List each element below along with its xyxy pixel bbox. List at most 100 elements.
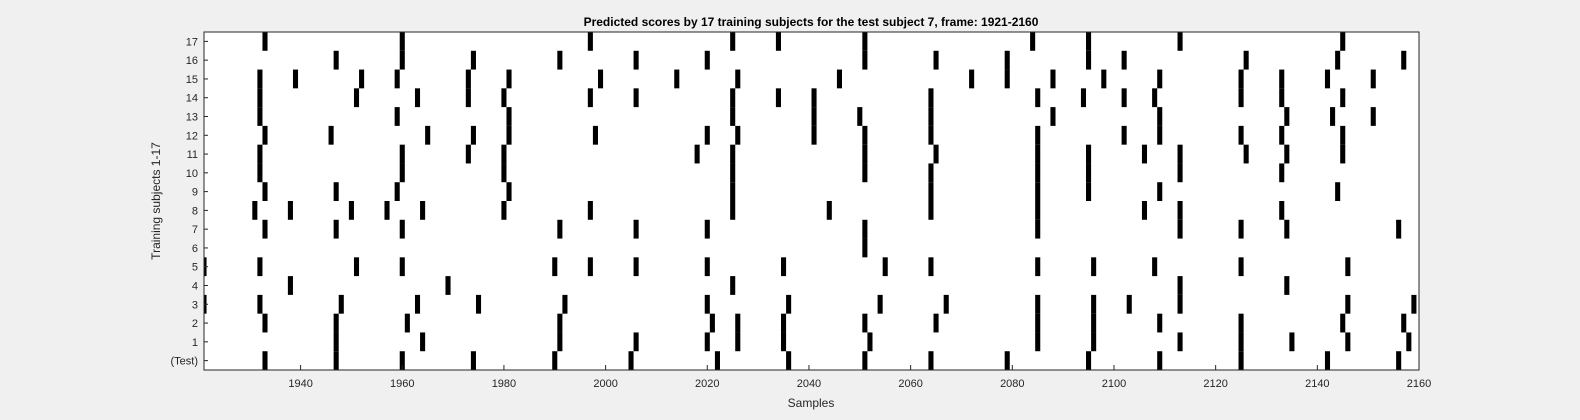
raster-bar-row-5-5 <box>587 257 593 277</box>
raster-bar-row-1-13 <box>1345 332 1351 352</box>
y-tick-label-7: 7 <box>192 224 198 236</box>
raster-bar-row-3-2 <box>338 294 344 314</box>
raster-bar-row-15-15 <box>1238 69 1244 89</box>
raster-bars <box>204 32 1417 370</box>
x-tick-label-2: 1980 <box>492 378 516 390</box>
raster-bar-row-16-3 <box>557 50 563 70</box>
raster-bar-row-2-4 <box>709 313 715 333</box>
y-tick-label-16: 16 <box>186 55 198 67</box>
raster-bar-row-5-7 <box>704 257 710 277</box>
raster-bar-row-16-1 <box>399 50 405 70</box>
x-tick-label-7: 2080 <box>1000 378 1024 390</box>
x-tick-label-9: 2120 <box>1203 378 1227 390</box>
raster-bar-row-5-2 <box>353 257 360 277</box>
raster-bar-row-12-4 <box>506 125 512 145</box>
raster-bar-row-2-7 <box>862 313 868 333</box>
raster-bar-row-11-10 <box>1141 144 1148 164</box>
raster-bar-row-14-7 <box>730 88 736 108</box>
raster-bar-row-16-0 <box>333 50 339 70</box>
raster-bar-row-13-10 <box>1330 107 1336 126</box>
raster-bar-row-6-0 <box>862 238 868 258</box>
raster-bar-row-15-2 <box>359 69 365 89</box>
raster-bar-row-1-3 <box>633 332 639 352</box>
raster-bar-row-3-6 <box>704 294 710 314</box>
raster-bar-row-15-13 <box>1101 69 1107 89</box>
raster-bar-row-11-12 <box>1243 144 1249 164</box>
raster-bar-row-17-7 <box>1086 32 1092 51</box>
y-tick-label-12: 12 <box>186 130 198 142</box>
raster-bar-row-12-16 <box>1340 125 1346 145</box>
raster-bar-row-15-16 <box>1279 69 1285 89</box>
raster-bar-row-7-5 <box>704 219 710 239</box>
raster-bar-row-2-14 <box>1401 313 1407 333</box>
raster-bar-row-8-3 <box>384 201 390 220</box>
raster-bar-row-14-0 <box>257 88 263 108</box>
raster-bar-row-5-15 <box>1345 257 1351 277</box>
raster-bar-row-12-10 <box>928 125 934 145</box>
raster-bar-row-16-9 <box>1086 50 1092 70</box>
raster-bar-row-5-11 <box>1035 257 1041 277</box>
raster-bar-row-12-14 <box>1238 125 1244 145</box>
raster-bar-row-3-9 <box>943 294 949 314</box>
raster-bar-row-11-0 <box>257 144 263 164</box>
raster-bar-row-17-2 <box>587 32 593 51</box>
raster-bar-row-16-11 <box>1243 50 1249 70</box>
raster-bar-row-15-8 <box>735 69 741 89</box>
raster-bar-row-14-11 <box>1035 88 1041 108</box>
raster-bar-row-8-11 <box>1141 201 1148 220</box>
raster-bar-row-1-10 <box>1177 332 1183 352</box>
x-tick-label-3: 2000 <box>593 378 617 390</box>
x-tick-label-4: 2020 <box>695 378 719 390</box>
raster-bar-row-12-8 <box>811 125 817 145</box>
raster-bar-row-16-8 <box>1004 50 1010 70</box>
y-tick-label-1: 1 <box>192 337 198 349</box>
y-tick-label-17: 17 <box>186 36 198 48</box>
raster-bar-row-15-11 <box>1004 69 1010 89</box>
raster-bar-row-10-0 <box>257 163 263 183</box>
raster-bar-row-10-7 <box>1086 163 1092 183</box>
raster-bar-row-15-10 <box>969 69 975 89</box>
raster-bar-row-1-1 <box>420 332 426 352</box>
raster-bar-row-2-1 <box>333 313 339 333</box>
raster-bar-row-8-2 <box>348 201 354 220</box>
raster-bar-row-4-1 <box>445 276 451 295</box>
raster-bar-row-3-5 <box>562 294 568 314</box>
y-tick-label-8: 8 <box>192 205 198 217</box>
raster-bar-row-8-7 <box>730 201 736 220</box>
raster-bar-row-10-4 <box>862 163 868 183</box>
raster-bar-row-13-4 <box>811 107 817 126</box>
y-tick-label-13: 13 <box>186 112 198 124</box>
raster-bar-row-15-12 <box>1050 69 1056 89</box>
raster-bar-row-1-7 <box>867 332 873 352</box>
raster-bar-row-17-8 <box>1177 32 1183 51</box>
raster-bar-row-15-9 <box>836 69 842 89</box>
x-tick-label-6: 2060 <box>898 378 922 390</box>
raster-bar-row-10-1 <box>399 163 405 183</box>
raster-bar-row-17-4 <box>775 32 781 51</box>
raster-bar-row-9-4 <box>730 182 736 201</box>
raster-bar-row-8-10 <box>1035 201 1041 220</box>
raster-bar-row-15-0 <box>257 69 263 89</box>
raster-bar-row-15-14 <box>1157 69 1163 89</box>
raster-bar-row-7-8 <box>1177 219 1183 239</box>
raster-bar-row-12-1 <box>328 125 334 145</box>
raster-bar-row-15-6 <box>597 69 604 89</box>
raster-bar-row-0-2 <box>399 351 405 370</box>
raster-bar-row-14-1 <box>353 88 360 108</box>
raster-bar-row-2-3 <box>557 313 563 333</box>
raster-bar-row-10-8 <box>1177 163 1183 183</box>
raster-bar-row-13-11 <box>1370 107 1376 126</box>
raster-bar-row-3-3 <box>414 294 421 314</box>
y-tick-label-3: 3 <box>192 299 198 311</box>
raster-bar-row-0-4 <box>552 351 558 370</box>
raster-bar-row-1-11 <box>1238 332 1244 352</box>
raster-bar-row-0-6 <box>714 351 720 370</box>
raster-bar-row-7-11 <box>1396 219 1402 239</box>
raster-bar-row-3-11 <box>1091 294 1097 314</box>
raster-bar-row-9-5 <box>928 182 934 201</box>
raster-bar-row-0-15 <box>1396 351 1402 370</box>
raster-bar-row-5-8 <box>781 257 787 277</box>
raster-bar-row-0-12 <box>1157 351 1163 370</box>
raster-bar-row-12-6 <box>704 125 710 145</box>
raster-bar-row-4-2 <box>730 276 736 295</box>
